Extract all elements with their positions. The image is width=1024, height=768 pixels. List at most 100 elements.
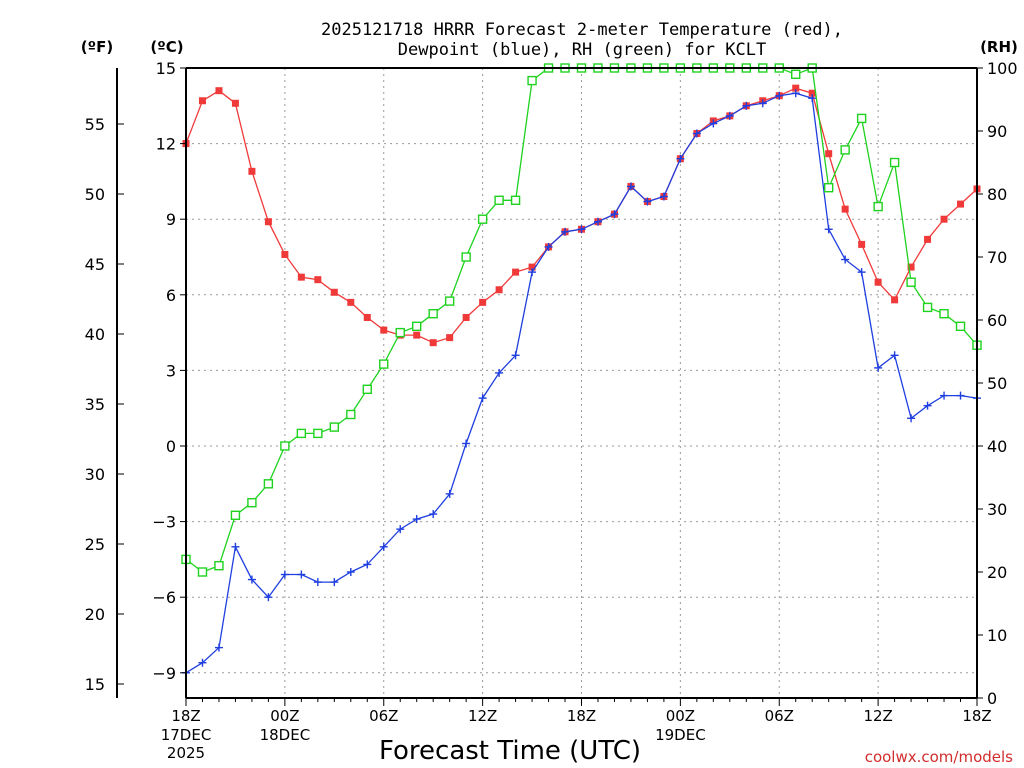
temperature-point	[512, 268, 520, 276]
fahrenheit-tick-label: 30	[85, 465, 105, 484]
x-year-label: 2025	[167, 744, 205, 762]
grid-lines	[186, 68, 977, 698]
fahrenheit-tick-label: 50	[85, 185, 105, 204]
rh-point	[791, 69, 801, 80]
x-tick-label: 00Z	[666, 707, 695, 725]
temperature-point	[429, 339, 437, 347]
rh-point	[527, 75, 537, 86]
dewpoint-point	[907, 414, 916, 423]
temperature-point	[330, 288, 338, 296]
x-date-label: 17DEC	[161, 726, 212, 744]
temperature-point	[528, 263, 536, 271]
dewpoint-point	[264, 593, 273, 602]
rh-point	[477, 214, 488, 224]
rh-point	[230, 510, 241, 520]
dewpoint-point	[643, 197, 652, 206]
temperature-point	[314, 276, 322, 284]
x-tick-label: 12Z	[863, 707, 892, 725]
temperature-point	[907, 263, 915, 271]
fahrenheit-tick-label: 15	[85, 675, 105, 694]
dewpoint-point	[808, 94, 817, 103]
rh-point	[939, 309, 949, 319]
dewpoint-point	[313, 578, 322, 587]
rh-point	[197, 567, 208, 577]
dewpoint-point	[791, 89, 800, 98]
temperature-point	[858, 240, 866, 248]
temperature-point	[924, 235, 932, 243]
dewpoint-point	[445, 489, 454, 498]
rh-point	[329, 422, 340, 432]
rh-point	[889, 157, 900, 168]
temperature-point	[792, 84, 800, 92]
temperature-point	[264, 218, 272, 226]
rh-point	[906, 277, 916, 287]
celsius-unit-label: (ºC)	[150, 38, 183, 56]
temperature-point	[825, 150, 833, 158]
dewpoint-point	[495, 368, 504, 377]
dewpoint-point	[231, 542, 240, 551]
dewpoint-point	[940, 391, 949, 400]
celsius-tick-label: −6	[152, 588, 176, 607]
rh-tick-label: 10	[987, 626, 1007, 645]
celsius-tick-label: 12	[156, 135, 176, 154]
celsius-tick-label: 9	[166, 210, 176, 229]
dewpoint-point	[363, 560, 372, 569]
dewpoint-point	[709, 119, 718, 128]
fahrenheit-tick-label: 25	[85, 535, 105, 554]
dewpoint-point	[610, 210, 619, 219]
fahrenheit-tick-label: 45	[85, 255, 105, 274]
series-dewpoint	[182, 89, 981, 677]
rh-point	[461, 252, 471, 262]
dewpoint-point	[758, 99, 767, 108]
x-tick-label: 18Z	[962, 707, 991, 725]
rh-point	[510, 195, 521, 206]
rh-point	[840, 145, 850, 155]
rh-point	[395, 327, 405, 338]
rh-tick-label: 80	[987, 185, 1007, 204]
rh-point	[922, 302, 933, 313]
dewpoint-point	[775, 91, 784, 100]
dewpoint-point	[561, 227, 570, 236]
chart-title-line1: 2025121718 HRRR Forecast 2-meter Tempera…	[321, 20, 843, 40]
fahrenheit-tick-label: 40	[85, 325, 105, 344]
rh-point	[214, 561, 224, 571]
axes	[116, 67, 983, 706]
rh-point	[823, 182, 834, 193]
dewpoint-point	[742, 101, 751, 110]
dewpoint-point	[297, 570, 306, 579]
temperature-point	[462, 313, 470, 321]
dewpoint-point	[544, 242, 553, 251]
temperature-point	[808, 89, 816, 97]
temperature-point	[957, 200, 965, 208]
temperature-point	[281, 250, 289, 258]
rh-point	[362, 384, 372, 394]
celsius-tick-label: 0	[166, 437, 176, 456]
rh-tick-label: 100	[987, 59, 1018, 78]
dewpoint-point	[593, 217, 602, 226]
dewpoint-point	[528, 268, 537, 277]
fahrenheit-unit-label: (ºF)	[81, 38, 113, 56]
temperature-point	[347, 298, 355, 306]
dewpoint-point	[692, 129, 701, 138]
dewpoint-point	[824, 225, 833, 234]
dewpoint-point	[956, 391, 965, 400]
dewpoint-point	[478, 394, 487, 403]
fahrenheit-tick-label: 35	[85, 395, 105, 414]
dewpoint-point	[511, 351, 520, 360]
temperature-point	[248, 167, 256, 175]
celsius-tick-label: 15	[156, 59, 176, 78]
credit-link[interactable]: coolwx.com/models	[865, 748, 1013, 766]
rh-tick-label: 20	[987, 563, 1007, 582]
x-tick-label: 18Z	[567, 707, 596, 725]
dewpoint-point	[923, 401, 932, 410]
x-axis-title: Forecast Time (UTC)	[379, 736, 641, 766]
rh-point	[313, 428, 323, 439]
celsius-tick-label: 3	[166, 361, 176, 380]
rh-point	[296, 428, 307, 439]
rh-point	[444, 296, 455, 306]
rh-tick-label: 0	[987, 689, 997, 708]
temperature-point	[495, 286, 503, 294]
dewpoint-point	[429, 510, 438, 519]
rh-point	[873, 201, 883, 212]
